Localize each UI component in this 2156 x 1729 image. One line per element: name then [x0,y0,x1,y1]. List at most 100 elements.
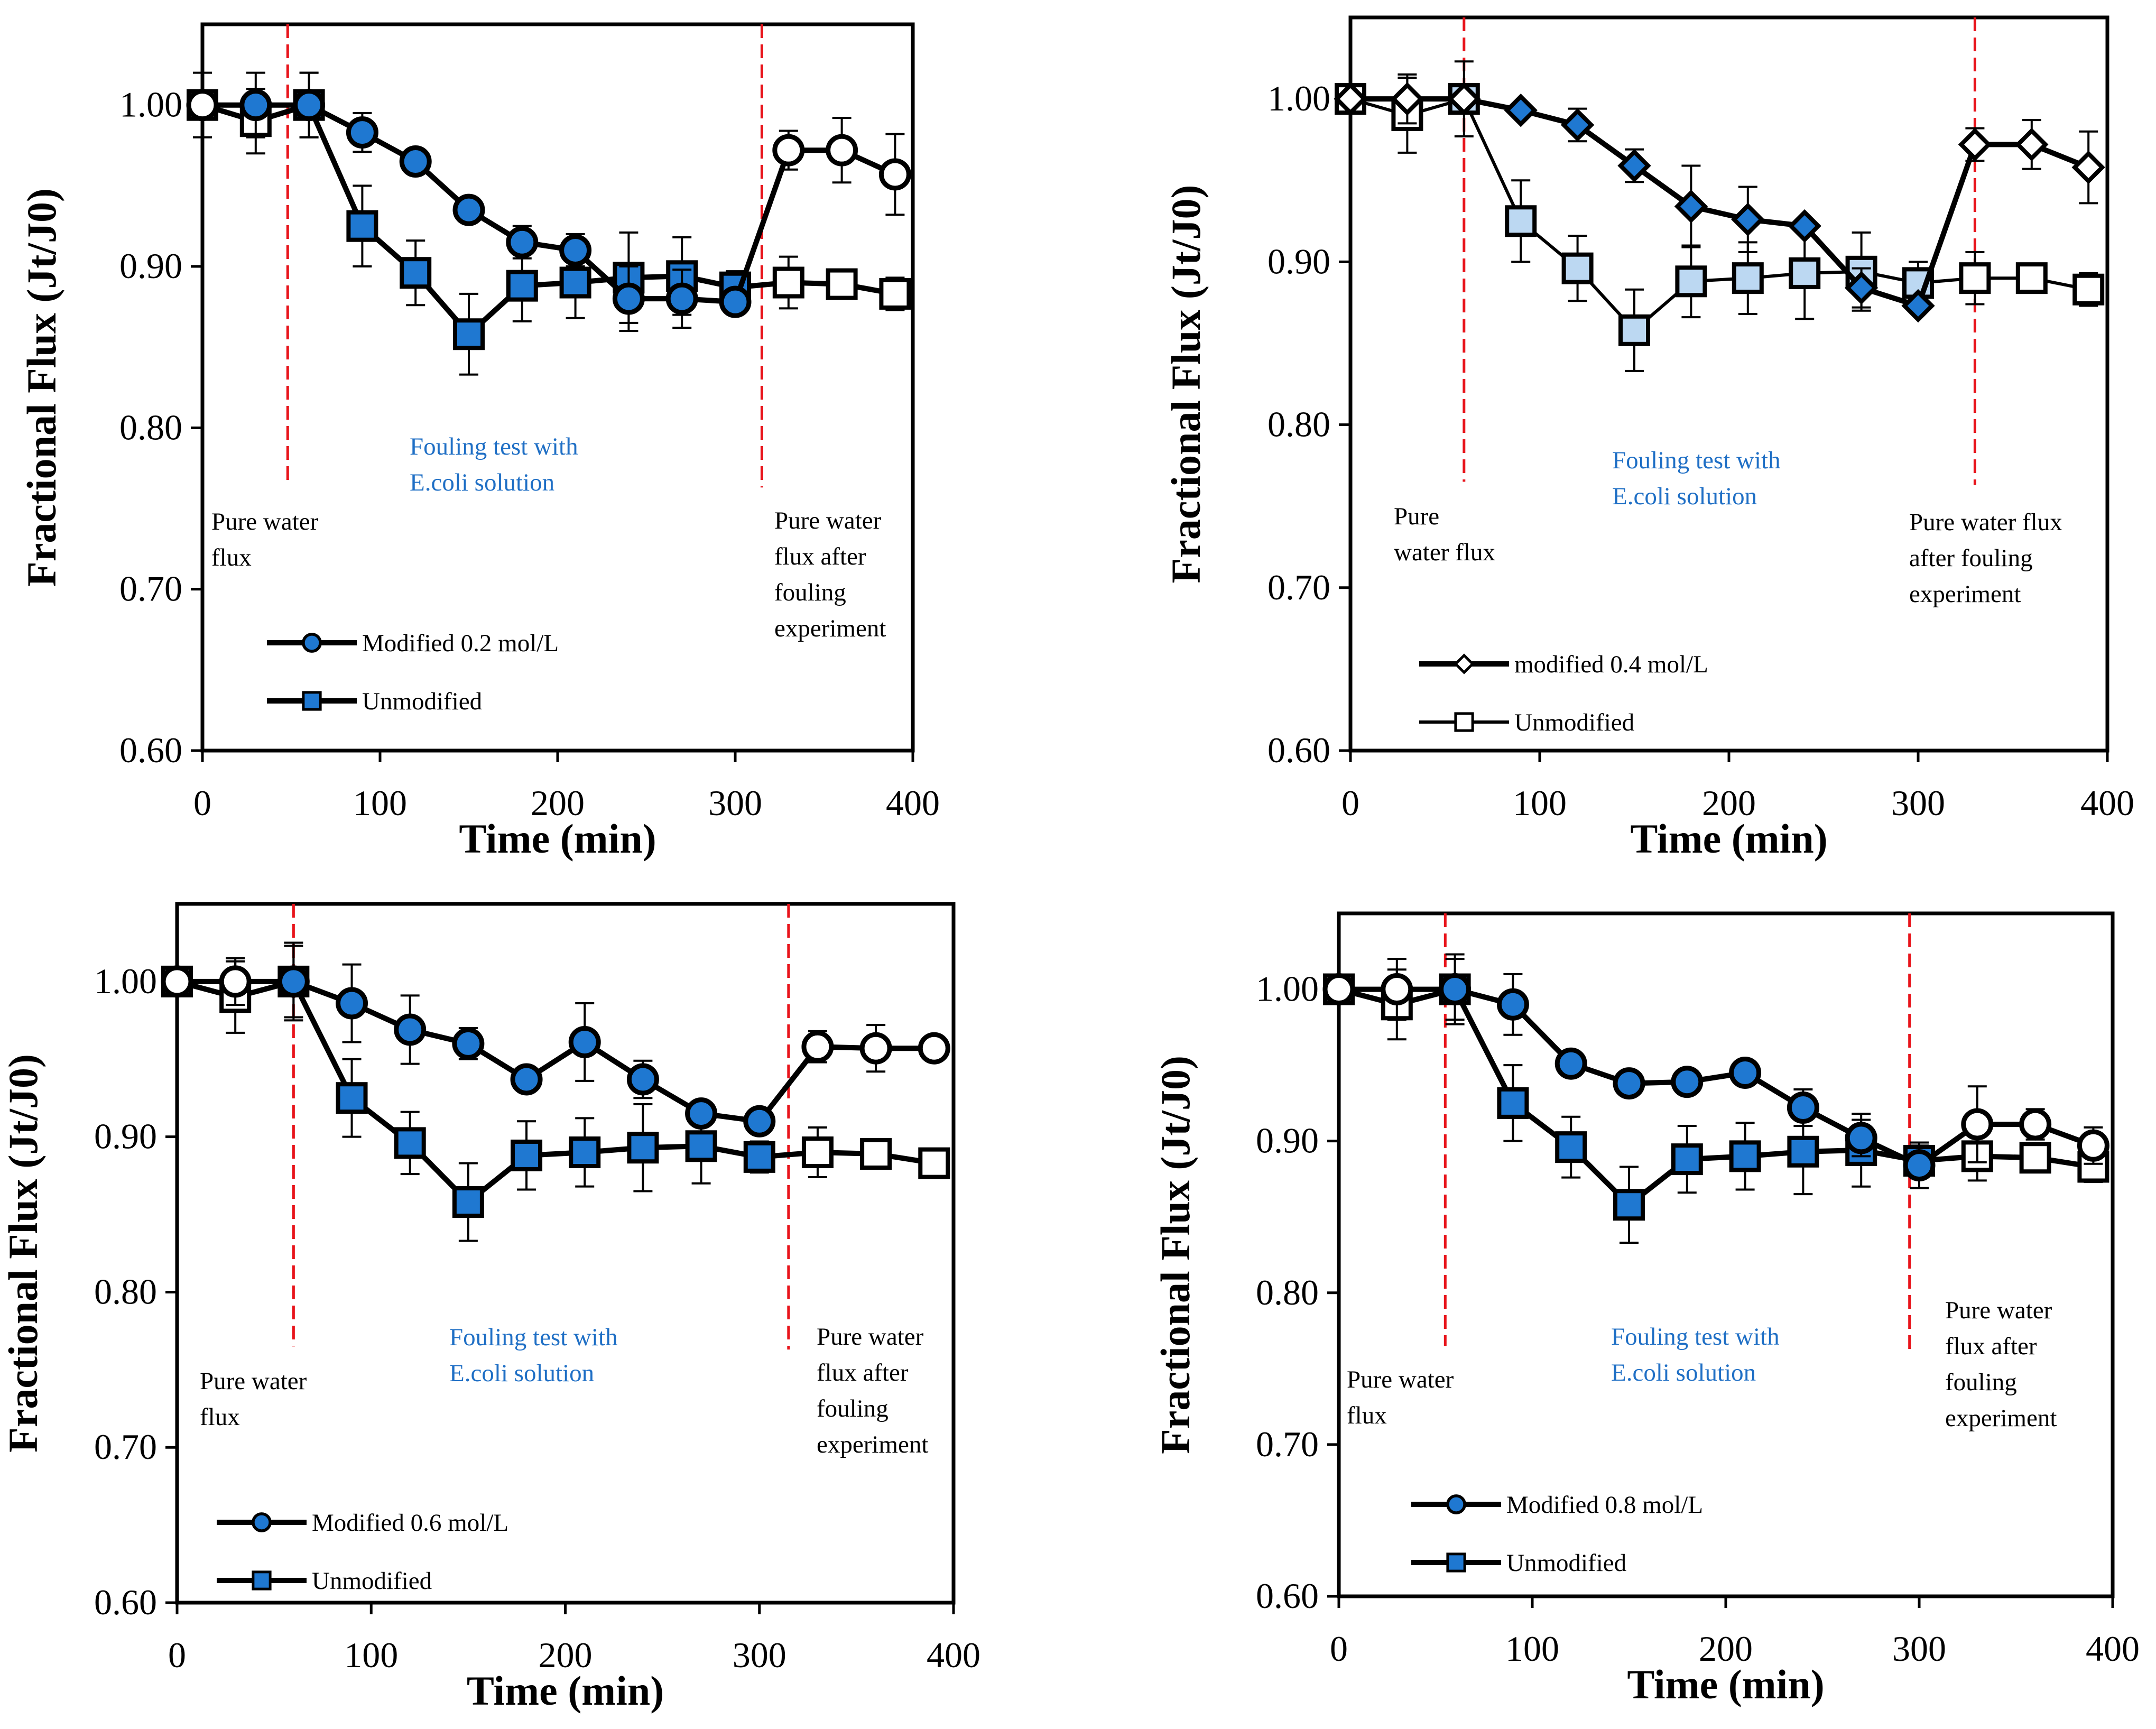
legend-entry-2: Unmodified [1419,709,1634,736]
y-tick-label: 0.80 [119,407,182,447]
data-point [801,1030,834,1063]
data-point [685,1097,718,1130]
data-point [1617,149,1651,183]
data-point [772,266,804,299]
data-point [860,1138,892,1170]
annotation-pure-water: Pure water [200,1367,307,1395]
legend-label: Modified 0.8 mol/L [1506,1491,1703,1519]
annotation-after-fouling: flux after [1945,1333,2037,1360]
data-point [559,234,592,266]
annotation-fouling: E.coli solution [449,1360,594,1387]
x-tick-label: 200 [539,1635,593,1675]
data-point [2071,150,2105,184]
data-point [826,268,858,300]
data-point [346,210,378,242]
annotation-after-fouling: fouling [817,1395,889,1422]
data-point [506,270,538,302]
data-point [1560,108,1595,142]
annotation-fouling: Fouling test with [449,1324,618,1351]
data-point [1334,82,1367,116]
legend-marker [252,1512,272,1532]
data-point [1496,988,1529,1021]
legend-marker [252,1570,272,1591]
legend-label: Modified 0.6 mol/L [312,1509,508,1537]
data-point [1504,94,1538,127]
annotation-after-fouling: Pure water [774,507,882,534]
legend-entry-2: Unmodified [217,1567,432,1595]
x-tick-label: 0 [168,1635,186,1675]
legend-entry-1: Modified 0.8 mol/L [1411,1491,1703,1519]
y-tick-label: 0.90 [119,246,182,286]
y-axis-title: Fractional Flux (Jt/J0) [18,188,64,587]
data-point [1844,271,1879,305]
data-point [1731,202,1765,236]
data-point [394,1013,427,1046]
data-point [1961,1108,1994,1141]
y-tick-label: 0.70 [1267,567,1330,607]
data-point [1903,1149,1936,1182]
annotation-pure-water: Pure [1394,503,1439,530]
y-tick-label: 0.80 [94,1271,157,1311]
x-tick-label: 400 [2080,783,2134,823]
data-point [1381,973,1413,1006]
data-point [665,282,698,315]
x-tick-label: 400 [927,1635,980,1675]
data-point [1732,262,1764,294]
x-tick-label: 0 [1330,1629,1348,1669]
legend-label: Modified 0.2 mol/L [362,630,559,657]
data-point [2015,127,2049,162]
legend-entry-1: Modified 0.6 mol/L [217,1509,508,1537]
x-axis-title: Time (min) [467,1668,664,1714]
annotation-after-fouling: flux after [774,543,866,570]
data-point [346,116,378,149]
data-point [1675,265,1707,298]
annotation-after-fouling: experiment [1909,580,2021,608]
y-tick-label: 0.70 [94,1427,157,1467]
legend-entry-1: Modified 0.2 mol/L [267,630,559,657]
data-point [1901,289,1935,323]
annotation-pure-water: flux [1347,1402,1387,1429]
chart-panel-1: 0.60 0.70 0.80 0.90 1.00 0 100 200 300 400 Time (m… [18,22,940,862]
annotation-after-fouling: fouling [774,579,846,606]
legend-entry-2: Unmodified [1411,1549,1626,1577]
legend-marker [1454,712,1474,732]
data-point [510,1063,543,1096]
y-tick-label: 1.00 [1256,969,1319,1009]
x-tick-label: 100 [353,783,407,823]
chart-panel-2: 0.60 0.70 0.80 0.90 1.00 0 100 200 300 400 Time (m… [1163,15,2134,862]
data-point [1959,262,1991,294]
annotation-fouling: E.coli solution [1611,1359,1756,1386]
data-point [506,226,539,258]
annotation-pure-water: Pure water [211,508,319,535]
series-modified [161,941,950,1138]
data-point [277,965,310,998]
y-axis-title: Fractional Flux (Jt/J0) [0,1054,46,1453]
annotation-fouling: Fouling test with [1611,1323,1780,1351]
x-tick-label: 300 [708,783,762,823]
data-point [2072,273,2105,306]
data-point [452,193,485,226]
annotation-pure-water: flux [200,1403,240,1431]
data-point [826,134,858,167]
data-point [1554,1047,1587,1080]
annotation-fouling: E.coli solution [410,469,554,496]
data-point [1789,257,1821,289]
data-point [743,1141,775,1173]
data-point [878,158,911,191]
data-point [859,1032,892,1065]
data-point [569,1136,601,1169]
data-point [219,965,252,998]
annotation-fouling: Fouling test with [410,433,578,460]
data-point [772,134,805,167]
annotation-fouling: E.coli solution [1612,483,1757,510]
annotation-after-fouling: flux after [817,1359,909,1386]
data-point [2015,262,2048,294]
legend-marker [1454,653,1475,674]
data-point [1788,209,1821,243]
data-point [511,1139,543,1171]
y-tick-label: 0.80 [1267,404,1330,445]
x-tick-label: 200 [531,783,585,823]
data-point [336,1082,368,1114]
data-point [452,1027,485,1060]
